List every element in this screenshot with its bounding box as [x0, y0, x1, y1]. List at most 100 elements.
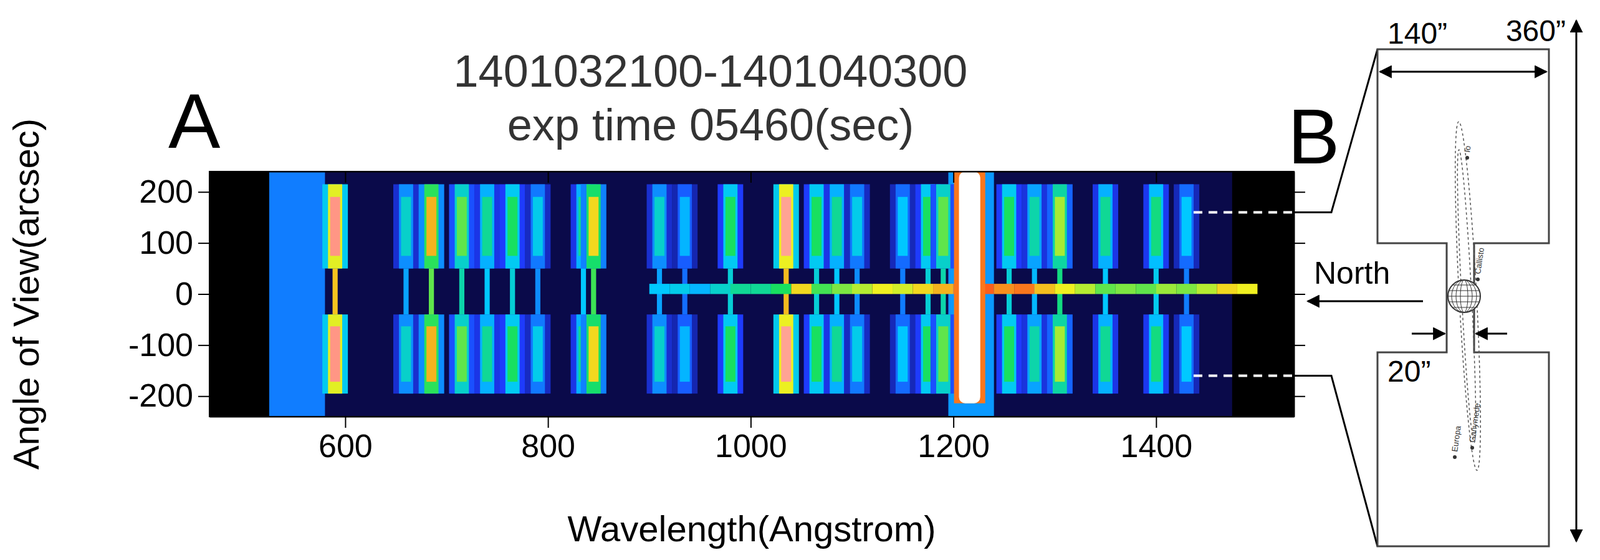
- disk-spectrum: [730, 283, 752, 294]
- axis-line: [210, 171, 1295, 173]
- emission-halo: [474, 183, 500, 269]
- emission-lobe: [530, 314, 545, 394]
- slit-outline: [1377, 49, 1549, 547]
- width-arrow: [1379, 71, 1547, 73]
- emission-halo: [322, 183, 348, 269]
- emission-halo: [1173, 183, 1200, 269]
- north-arrow: [1307, 300, 1423, 303]
- emission-core: [725, 325, 736, 382]
- emission-halo: [1143, 183, 1169, 269]
- emission-core: [1029, 196, 1040, 257]
- disk-spectrum: [1196, 283, 1218, 294]
- tick: 600: [318, 416, 373, 464]
- emission-core: [811, 196, 822, 257]
- tick: [547, 171, 549, 183]
- tick-mark: [198, 293, 210, 295]
- tick-mark: [198, 242, 210, 244]
- width-label: 140”: [1387, 16, 1448, 50]
- emission-lobe: [530, 183, 545, 269]
- moon: [1470, 445, 1475, 450]
- emission-halo: [448, 314, 475, 394]
- plot-frame: [209, 171, 1294, 417]
- emission-halo: [474, 314, 500, 394]
- emission-halo: [448, 183, 475, 269]
- tick: [1156, 171, 1157, 183]
- axis-line: [210, 416, 1295, 418]
- emission-neck: [509, 268, 515, 315]
- y-axis: -200-1000100200: [128, 172, 211, 417]
- emission-lobe: [327, 314, 343, 394]
- tick-label: 1400: [1120, 427, 1193, 464]
- tick-mark: [953, 171, 955, 183]
- tick-mark: [1293, 242, 1306, 244]
- panel-label: B: [1287, 92, 1340, 180]
- jupiter-meridian: [1460, 279, 1468, 313]
- emission-halo: [996, 183, 1023, 269]
- emission-halo: [717, 314, 743, 394]
- jupiter-parallel: [1445, 284, 1483, 286]
- diagram: IoCallistoEuropaGanymedeB140”360”North20…: [1287, 14, 1577, 547]
- emission-neck: [403, 268, 409, 315]
- emission-neck: [535, 268, 541, 315]
- disk-spectrum: [1115, 283, 1137, 294]
- tick: [750, 171, 752, 183]
- emission-lobe: [809, 183, 824, 269]
- emission-lobe: [505, 183, 520, 269]
- emission-lobe: [652, 314, 667, 394]
- tick-mark: [547, 416, 550, 428]
- tick: -200: [128, 377, 210, 414]
- emission-lobe: [895, 183, 911, 269]
- tick-label: 600: [318, 427, 373, 464]
- emission-core: [588, 196, 599, 257]
- tick-mark: [1155, 416, 1157, 428]
- jupiter-parallel: [1445, 290, 1483, 292]
- emission-halo: [1021, 183, 1048, 269]
- emission-core: [832, 325, 843, 382]
- disk-spectrum: [1034, 283, 1056, 294]
- tick-mark: [1293, 293, 1306, 295]
- emission-lobe: [723, 183, 738, 269]
- emission-core: [482, 325, 493, 382]
- disk-spectrum: [1176, 283, 1197, 294]
- emission-halo: [418, 314, 445, 394]
- moon: [1465, 155, 1470, 160]
- emission-core: [330, 325, 341, 382]
- emission-core: [1004, 196, 1015, 257]
- emission-lobe: [1098, 314, 1113, 394]
- tick-mark: [198, 191, 210, 193]
- emission-lobe: [424, 183, 439, 269]
- disk-spectrum: [872, 283, 894, 294]
- emission-lobe: [1002, 183, 1017, 269]
- emission-lobe: [1179, 314, 1194, 394]
- tick-mark: [750, 416, 752, 428]
- emission-halo: [844, 314, 871, 394]
- emission-lobe: [850, 183, 865, 269]
- emission-core: [401, 196, 412, 257]
- emission-core: [725, 196, 736, 257]
- disk-spectrum: [1156, 283, 1177, 294]
- moon: [1452, 455, 1457, 459]
- emission-lobe: [455, 183, 470, 269]
- tick: -100: [128, 326, 210, 363]
- y-axis-title: Angle of View(arcsec): [5, 118, 47, 470]
- tick-mark: [953, 416, 955, 428]
- background-band: [269, 171, 325, 417]
- figure: 600800100012001400-200-1000100200A140103…: [0, 0, 1600, 560]
- emission-core: [1004, 325, 1015, 382]
- emission-neck: [580, 268, 586, 315]
- disk-spectrum: [933, 283, 954, 294]
- jupiter-grid: [1445, 279, 1483, 313]
- emission-lobe: [1148, 314, 1164, 394]
- subtitle: exp time 05460(sec): [507, 99, 914, 150]
- geocorona-core: [959, 171, 981, 404]
- emission-core: [680, 196, 690, 257]
- background-band: [948, 171, 994, 417]
- tick-mark: [344, 171, 346, 183]
- plot-marks: [269, 171, 1294, 417]
- emission-core: [532, 325, 543, 382]
- emission-halo: [671, 314, 698, 394]
- emission-halo: [646, 314, 673, 394]
- tick-label: 100: [138, 224, 194, 261]
- tick-label: 200: [138, 173, 194, 210]
- emission-lobe: [1002, 314, 1017, 394]
